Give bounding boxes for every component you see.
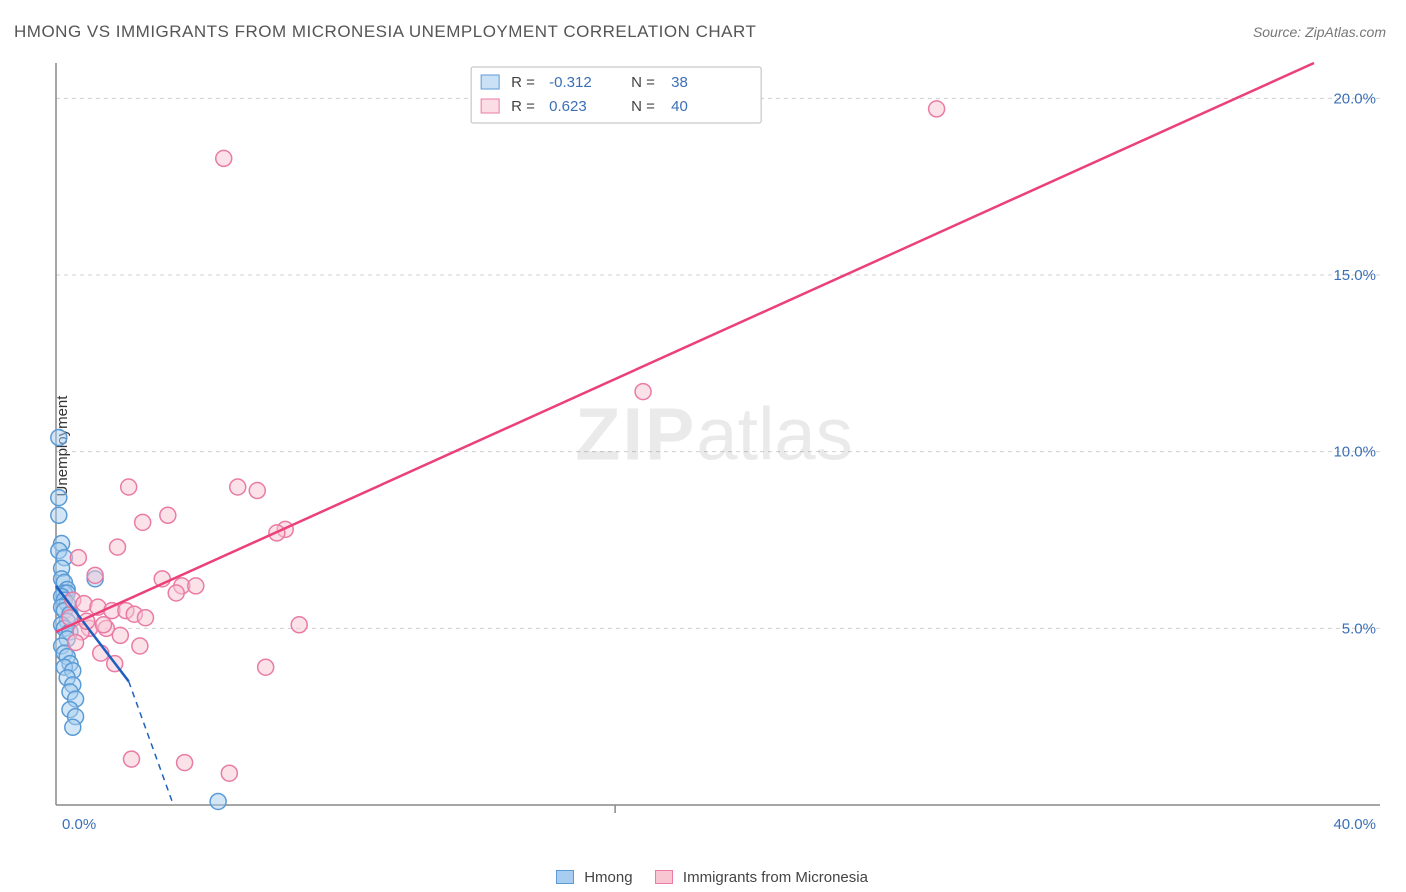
svg-text:40.0%: 40.0% [1333, 816, 1376, 833]
svg-text:R =: R = [511, 74, 535, 91]
scatter-plot: 5.0% 10.0% 15.0% 20.0% 0.0% 40.0% R = -0.312 N =… [44, 55, 1384, 845]
svg-text:38: 38 [671, 74, 688, 91]
svg-text:20.0%: 20.0% [1333, 90, 1376, 107]
svg-text:0.0%: 0.0% [62, 816, 96, 833]
chart-area: 5.0% 10.0% 15.0% 20.0% 0.0% 40.0% R = -0.312 N =… [44, 55, 1384, 845]
svg-text:15.0%: 15.0% [1333, 267, 1376, 284]
chart-title: HMONG VS IMMIGRANTS FROM MICRONESIA UNEM… [14, 22, 756, 42]
svg-text:-0.312: -0.312 [549, 74, 592, 91]
legend-label-hmong: Hmong [584, 869, 632, 886]
legend-swatch-micronesia [655, 870, 673, 884]
svg-text:0.623: 0.623 [549, 98, 587, 115]
svg-text:R =: R = [511, 98, 535, 115]
legend-label-micronesia: Immigrants from Micronesia [683, 869, 868, 886]
footer-legend: Hmong Immigrants from Micronesia [0, 869, 1406, 886]
svg-text:N =: N = [631, 74, 655, 91]
legend-swatch-hmong [556, 870, 574, 884]
source-label: Source: ZipAtlas.com [1253, 24, 1386, 40]
svg-text:10.0%: 10.0% [1333, 444, 1376, 461]
svg-text:40: 40 [671, 98, 688, 115]
svg-text:5.0%: 5.0% [1342, 620, 1376, 637]
svg-text:N =: N = [631, 98, 655, 115]
